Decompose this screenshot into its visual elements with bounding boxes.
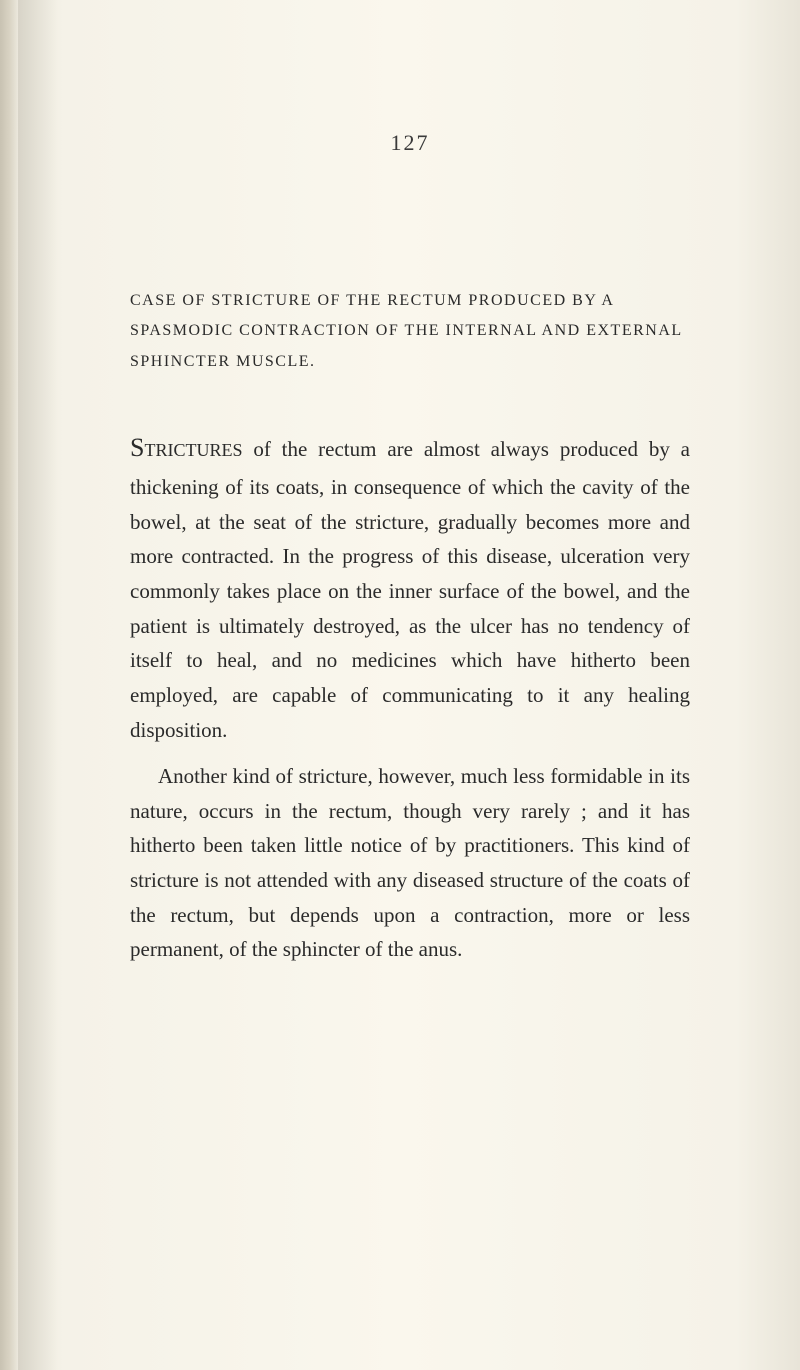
page-content: 127 CASE OF STRICTURE OF THE RECTUM PROD… xyxy=(0,0,800,1059)
binding-shadow xyxy=(18,0,58,1370)
paragraph-1-text: of the rectum are almost always produced… xyxy=(130,437,690,741)
paragraph-1: Strictures of the rectum are almost alwa… xyxy=(130,427,690,747)
paragraph-2: Another kind of stricture, however, much… xyxy=(130,759,690,967)
page-number: 127 xyxy=(130,130,690,156)
page-left-edge xyxy=(0,0,18,1370)
dropcap: Strictures xyxy=(130,433,242,462)
case-heading: CASE OF STRICTURE OF THE RECTUM PRODUCED… xyxy=(130,286,690,377)
